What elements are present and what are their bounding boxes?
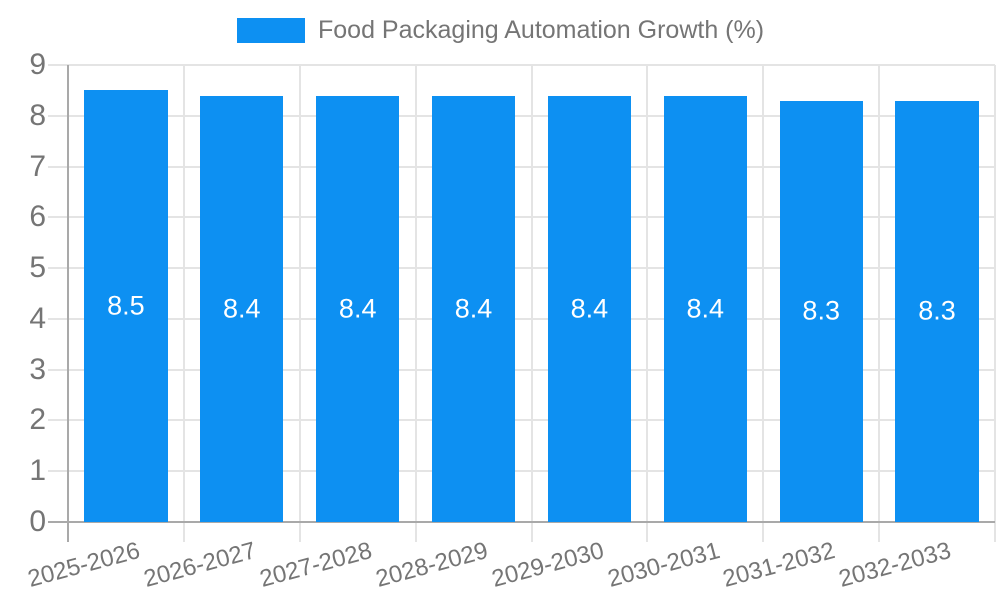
y-axis-tick-label: 1 (29, 454, 46, 488)
bar-value-label: 8.3 (802, 295, 840, 326)
x-axis-line (48, 521, 995, 523)
bar[interactable]: 8.4 (431, 95, 516, 522)
bar-value-label: 8.4 (454, 293, 493, 324)
bar[interactable]: 8.3 (779, 100, 863, 522)
y-axis-tick-label: 7 (29, 149, 46, 183)
y-gridline (48, 64, 995, 66)
x-axis-tick-label: 2032-2033 (836, 537, 955, 593)
y-gridline (48, 216, 995, 219)
legend-item[interactable]: Food Packaging Automation Growth (%) (237, 16, 764, 45)
y-gridline (48, 368, 995, 371)
bar-value-label: 8.4 (570, 293, 609, 324)
x-gridline (878, 65, 881, 542)
y-gridline (48, 165, 995, 168)
x-axis-tick-label: 2028-2029 (372, 537, 491, 593)
bar[interactable]: 8.4 (547, 95, 632, 522)
bar-value-label: 8.5 (107, 290, 145, 321)
x-axis-tick-label: 2026-2027 (140, 537, 259, 593)
y-axis-tick-label: 2 (29, 403, 46, 437)
bar-value-label: 8.4 (686, 293, 725, 324)
x-gridline (530, 65, 533, 542)
y-axis-tick-label: 4 (29, 301, 46, 335)
legend-label: Food Packaging Automation Growth (%) (318, 16, 765, 44)
y-axis-tick-label: 8 (29, 98, 46, 132)
bar[interactable]: 8.3 (895, 100, 979, 522)
y-gridline (48, 267, 995, 270)
y-axis-tick-label: 5 (29, 251, 46, 285)
bar[interactable]: 8.4 (663, 95, 747, 522)
x-axis-tick-label: 2027-2028 (256, 537, 375, 593)
y-axis-line (67, 65, 69, 542)
y-gridline (48, 114, 995, 117)
x-gridline (298, 65, 301, 542)
x-axis-tick-label: 2031-2032 (720, 537, 839, 593)
x-gridline (762, 65, 765, 542)
x-axis-tick-label: 2025-2026 (25, 537, 143, 593)
x-gridline (414, 65, 417, 542)
bar[interactable]: 8.5 (84, 90, 168, 522)
bar[interactable]: 8.4 (200, 95, 284, 522)
y-gridline (48, 470, 995, 473)
x-axis-tick-label: 2029-2030 (488, 537, 607, 593)
x-gridline (182, 65, 185, 542)
bar-value-label: 8.4 (223, 293, 261, 324)
bar-value-label: 8.4 (338, 293, 377, 324)
legend-swatch-icon (237, 18, 305, 43)
x-gridline (994, 65, 996, 542)
bar-value-label: 8.3 (918, 295, 956, 326)
y-axis-tick-label: 0 (29, 505, 46, 538)
y-axis-tick-label: 9 (29, 48, 46, 81)
x-axis-tick-label: 2030-2031 (604, 537, 723, 593)
y-gridline (48, 419, 995, 422)
y-gridline (48, 317, 995, 320)
y-axis-tick-label: 3 (29, 352, 46, 386)
bar[interactable]: 8.4 (316, 95, 400, 522)
y-axis-tick-label: 6 (29, 200, 46, 234)
x-gridline (646, 65, 649, 542)
